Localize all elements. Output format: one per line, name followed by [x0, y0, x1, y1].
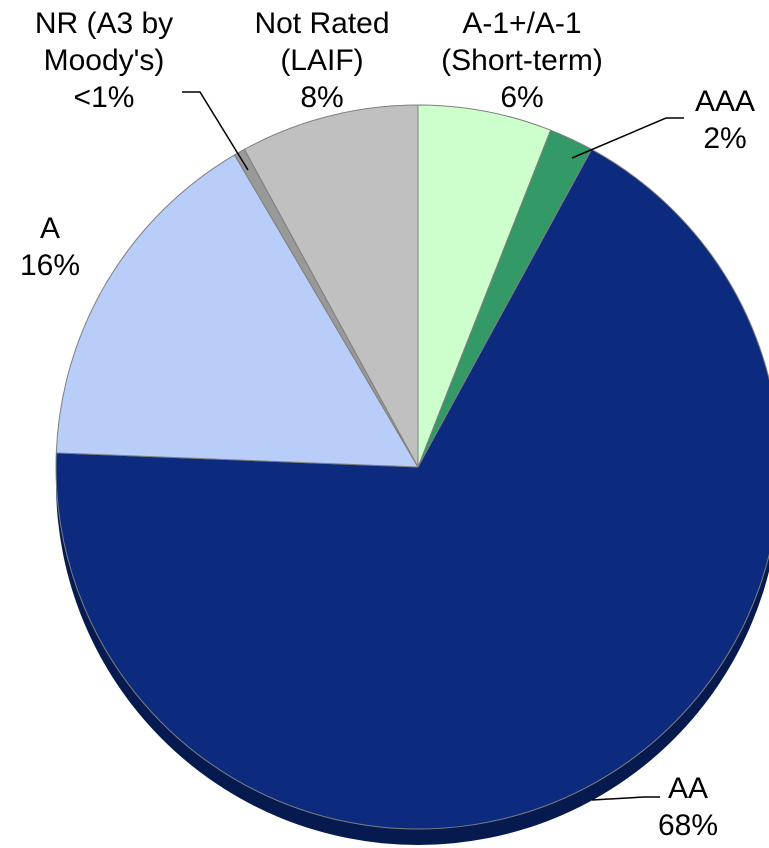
pie — [55, 104, 769, 845]
value-label: 16% — [19, 249, 81, 282]
category-label: NR (A3 by Moody's) — [34, 7, 174, 77]
slice-label: A-1+/A-1 (Short-term) 6% — [441, 5, 603, 116]
value-label: 68% — [657, 809, 719, 842]
slice-label: AA 68% — [658, 770, 718, 844]
category-label: A — [39, 212, 61, 245]
pie-slice — [417, 104, 552, 468]
leader-line — [591, 796, 660, 801]
category-label: A-1+/A-1 (Short-term) — [441, 7, 603, 77]
value-label: 8% — [300, 81, 344, 114]
category-label: AA — [667, 772, 709, 805]
slice-label: Not Rated (LAIF) 8% — [254, 5, 389, 116]
category-label: Not Rated (LAIF) — [254, 7, 390, 77]
value-label: 2% — [703, 122, 747, 155]
pie-slice — [243, 104, 419, 468]
category-label: AAA — [694, 85, 756, 118]
pie-slice — [55, 154, 419, 468]
pie-slice — [55, 148, 769, 830]
slice-label: AAA 2% — [695, 83, 755, 157]
value-label: <1% — [73, 81, 135, 114]
slice-label: NR (A3 by Moody's) <1% — [35, 5, 173, 116]
leader-line — [571, 117, 684, 159]
leader-line — [182, 91, 249, 171]
slice-label: A 16% — [20, 210, 80, 284]
value-label: 6% — [500, 81, 544, 114]
